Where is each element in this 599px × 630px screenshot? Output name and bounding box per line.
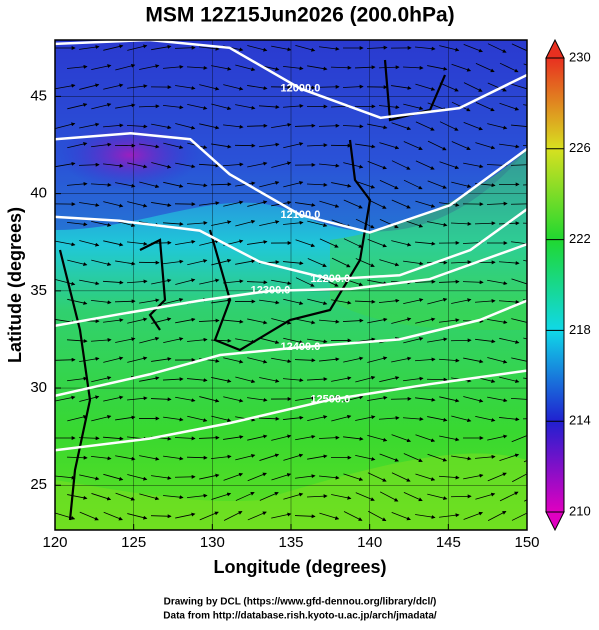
colorbar-tick-label: 226	[569, 140, 591, 155]
x-tick-label: 135	[278, 534, 303, 551]
colorbar-extend-bottom	[546, 512, 564, 530]
streamline	[68, 532, 87, 540]
colorbar: 210 214 218 222 226 230	[546, 40, 591, 530]
contour-label: 12100.0	[281, 209, 321, 221]
streamline	[236, 531, 254, 540]
colorbar-tick-label: 222	[569, 231, 591, 246]
x-tick-label: 130	[200, 534, 225, 551]
colorbar-tick-label: 218	[569, 322, 591, 337]
colorbar-tick-label: 230	[569, 49, 591, 64]
streamline	[175, 477, 195, 478]
streamline	[451, 340, 471, 341]
title: MSM 12Z15Jun2026 (200.0hPa)	[145, 4, 454, 27]
field-cold-core	[60, 120, 200, 190]
field: 12000.0 12100.0 12200.0 12300.0 12400.0 12500…	[55, 40, 543, 540]
x-tick-label: 120	[42, 534, 67, 551]
contour-label: 12500.0	[310, 394, 350, 406]
streamline	[380, 531, 398, 540]
colorbar-tick-label: 210	[569, 503, 591, 518]
contour-label: 12000.0	[281, 83, 321, 95]
streamline	[403, 533, 422, 539]
y-tick-label: 40	[30, 185, 47, 202]
streamline	[260, 532, 279, 539]
x-axis-label: Longitude (degrees)	[213, 557, 386, 577]
x-tick-label: 145	[436, 534, 461, 551]
y-tick-label: 45	[30, 87, 47, 104]
streamline	[332, 532, 351, 539]
y-tick-label: 25	[30, 476, 47, 493]
y-axis-label: Latitude (degrees)	[5, 207, 25, 363]
streamline	[476, 532, 494, 540]
x-tick-label: 140	[357, 534, 382, 551]
contour-label: 12400.0	[281, 341, 321, 353]
streamline	[163, 535, 183, 536]
colorbar-extend-top	[546, 40, 564, 58]
credit: Data from http://database.rish.kyoto-u.a…	[163, 611, 437, 622]
contour-label: 12200.0	[310, 273, 350, 285]
contour-label: 12300.0	[251, 285, 291, 297]
credit: Drawing by DCL (https://www.gfd-dennou.o…	[164, 597, 437, 608]
streamline	[307, 534, 327, 537]
y-tick-label: 30	[30, 379, 47, 396]
streamline	[391, 399, 411, 400]
y-tick-label: 35	[30, 282, 47, 299]
colorbar-scale	[546, 58, 564, 512]
x-tick-label: 150	[514, 534, 539, 551]
colorbar-tick-label: 214	[569, 413, 591, 428]
streamline	[92, 531, 110, 540]
x-tick-label: 125	[121, 534, 146, 551]
